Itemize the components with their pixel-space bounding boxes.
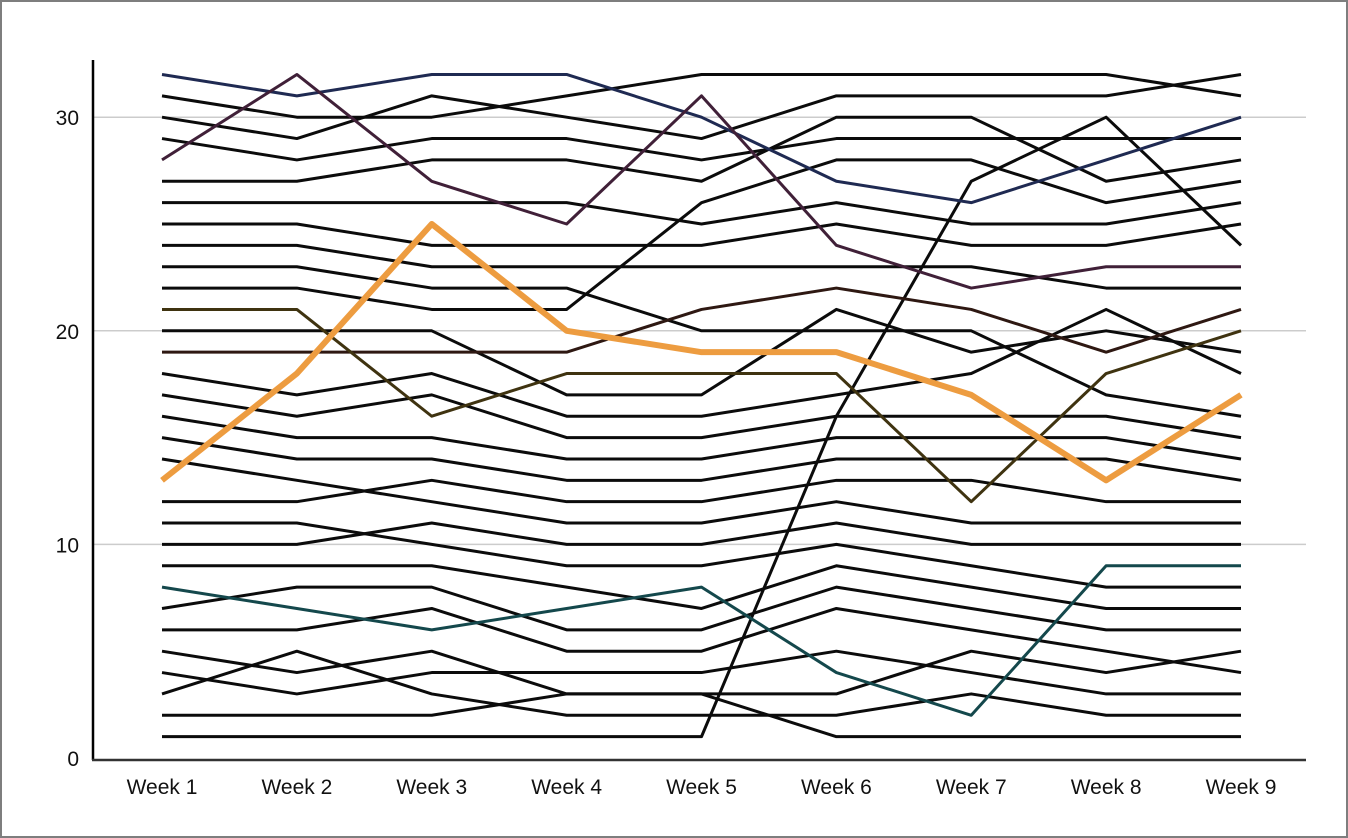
series-line-brown (162, 286, 1242, 354)
x-tick-label-week-5: Week 5 (666, 776, 737, 799)
y-tick-label-10: 10 (56, 534, 79, 557)
x-axis-tick-labels: Week 1 Week 2 Week 3 Week 4 Week 5 Week 6 Week… (127, 776, 1277, 799)
series-line-01 (161, 72, 1242, 119)
y-axis-tick-labels: 0 10 20 30 (56, 107, 79, 771)
series-line-17 (162, 521, 1241, 546)
series-line-15 (162, 478, 1241, 504)
series-line-21 (162, 606, 1242, 675)
axes (91, 60, 1306, 762)
series-line-26 (162, 115, 1243, 739)
series-line-18 (162, 521, 1241, 589)
y-tick-label-30: 30 (56, 107, 79, 130)
series-line-highlight (160, 221, 1243, 484)
y-tick-label-20: 20 (56, 321, 79, 344)
series-line-maroon (161, 72, 1241, 290)
series-line-07 (162, 243, 1241, 290)
series-line-olive (162, 307, 1242, 504)
series-line-06 (162, 222, 1242, 247)
x-tick-label-week-6: Week 6 (801, 776, 872, 799)
data-lines (160, 72, 1243, 739)
x-tick-label-week-9: Week 9 (1206, 776, 1277, 799)
x-tick-label-week-1: Week 1 (127, 776, 198, 799)
x-tick-label-week-2: Week 2 (261, 776, 332, 799)
series-line-19 (162, 564, 1241, 610)
series-line-23 (161, 649, 1241, 696)
x-tick-label-week-3: Week 3 (396, 776, 467, 799)
series-line-08 (162, 265, 1242, 418)
series-line-03 (161, 137, 1241, 162)
series-line-20 (161, 585, 1241, 632)
series-line-02 (161, 72, 1242, 141)
series-line-13 (161, 414, 1242, 461)
x-tick-label-week-7: Week 7 (936, 776, 1007, 799)
series-line-09 (162, 158, 1242, 311)
x-tick-label-week-8: Week 8 (1071, 776, 1142, 799)
x-tick-label-week-4: Week 4 (531, 776, 602, 799)
series-line-24 (161, 649, 1241, 717)
series-line-25 (162, 692, 1241, 739)
series-line-05 (162, 201, 1242, 226)
series-line-11 (161, 307, 1242, 418)
y-tick-label-0: 0 (67, 748, 79, 771)
series-line-teal (161, 564, 1241, 717)
series-line-04 (162, 115, 1242, 183)
series-line-navy (161, 72, 1242, 205)
series-line-16 (161, 457, 1241, 525)
series-line-14 (161, 436, 1242, 482)
